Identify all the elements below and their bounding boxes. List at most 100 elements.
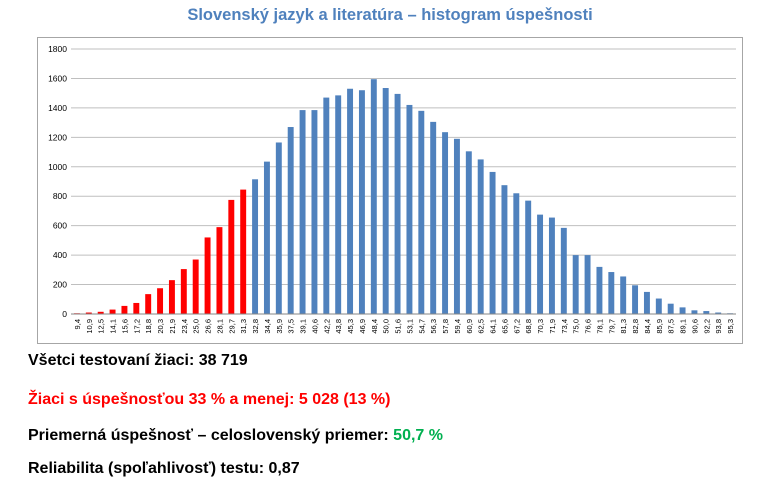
- x-tick-label: 15,6: [120, 319, 129, 334]
- x-tick-label: 51,6: [394, 319, 403, 334]
- histogram-chart: 0 200 400 600 800 1000 1200 1400 1600 1800 9,4 10,9…: [37, 37, 743, 344]
- y-tick-label: 1400: [48, 103, 67, 113]
- x-tick-label: 31,3: [239, 319, 248, 334]
- x-tick-label: 37,5: [287, 319, 296, 334]
- y-tick-label: 1200: [48, 132, 67, 142]
- histogram-bar: [643, 291, 650, 314]
- x-tick-label: 26,6: [204, 319, 213, 334]
- histogram-bar: [406, 104, 413, 314]
- histogram-bar: [228, 199, 235, 314]
- x-tick-label: 46,9: [358, 319, 367, 334]
- histogram-bar: [667, 303, 674, 314]
- histogram-bar: [370, 79, 377, 314]
- x-tick-label: 29,7: [227, 319, 236, 334]
- x-tick-label: 76,6: [584, 319, 593, 334]
- histogram-bar: [168, 280, 175, 314]
- x-tick-label: 54,7: [417, 319, 426, 334]
- x-tick-label: 12,5: [97, 319, 106, 334]
- histogram-bar: [133, 302, 140, 314]
- histogram-bar: [596, 266, 603, 314]
- histogram-bar: [263, 161, 270, 314]
- histogram-bar: [192, 259, 199, 314]
- x-tick-label: 82,8: [631, 319, 640, 334]
- y-tick-label: 800: [53, 191, 67, 201]
- x-tick-label: 48,4: [370, 319, 379, 334]
- x-tick-label: 95,3: [726, 319, 735, 334]
- x-tick-label: 45,3: [346, 319, 355, 334]
- x-tick-label: 28,1: [215, 319, 224, 334]
- histogram-bar: [632, 285, 639, 314]
- x-tick-label: 21,9: [168, 319, 177, 334]
- x-tick-label: 92,2: [702, 319, 711, 334]
- y-tick-label: 1800: [48, 44, 67, 54]
- average-label: Priemerná úspešnosť – celoslovenský prie…: [28, 427, 394, 444]
- histogram-bar: [382, 88, 389, 314]
- histogram-bar: [311, 110, 318, 314]
- histogram-bar: [323, 97, 330, 314]
- histogram-bar: [109, 309, 116, 314]
- x-tick-label: 40,6: [310, 319, 319, 334]
- x-tick-label: 42,2: [322, 319, 331, 334]
- histogram-bar: [85, 312, 92, 314]
- histogram-bar: [501, 185, 508, 314]
- x-tick-label: 9,4: [73, 319, 82, 329]
- x-tick-label: 59,4: [453, 319, 462, 334]
- x-tick-label: 23,4: [180, 319, 189, 334]
- y-tick-label: 0: [62, 309, 67, 319]
- x-tick-label: 62,5: [477, 319, 486, 334]
- histogram-bar: [679, 307, 686, 314]
- histogram-bar: [204, 237, 211, 314]
- y-tick-label: 1600: [48, 73, 67, 83]
- x-tick-label: 34,4: [263, 319, 272, 334]
- x-tick-label: 90,6: [690, 319, 699, 334]
- histogram-bar: [430, 121, 437, 314]
- x-tick-label: 43,8: [334, 319, 343, 334]
- x-tick-label: 68,8: [524, 319, 533, 334]
- y-tick-label: 400: [53, 250, 67, 260]
- histogram-bar: [335, 95, 342, 314]
- x-tick-label: 17,2: [132, 319, 141, 334]
- histogram-bar: [715, 312, 722, 314]
- histogram-bar: [477, 159, 484, 314]
- histogram-bar: [513, 193, 520, 314]
- histogram-bar: [453, 138, 460, 314]
- histogram-bar: [465, 151, 472, 314]
- histogram-bar: [216, 227, 223, 314]
- histogram-bar: [584, 255, 591, 314]
- x-tick-label: 67,2: [512, 319, 521, 334]
- x-tick-label: 60,9: [465, 319, 474, 334]
- histogram-bar: [548, 217, 555, 314]
- x-tick-label: 35,9: [275, 319, 284, 334]
- histogram-svg: 0 200 400 600 800 1000 1200 1400 1600 1800 9,4 10,9…: [48, 44, 736, 334]
- x-tick-label: 18,8: [144, 319, 153, 334]
- x-tick-label: 50,0: [382, 319, 391, 334]
- histogram-bar: [442, 132, 449, 314]
- histogram-bar: [489, 171, 496, 314]
- reliability: Reliabilita (spoľahlivosť) testu: 0,87: [28, 460, 300, 477]
- histogram-bar: [620, 276, 627, 314]
- histogram-bar: [560, 227, 567, 314]
- x-tick-label: 78,1: [595, 319, 604, 334]
- average-success: Priemerná úspešnosť – celoslovenský prie…: [28, 427, 443, 445]
- histogram-bar: [691, 310, 698, 314]
- histogram-bar: [97, 311, 104, 314]
- x-tick-label: 20,3: [156, 319, 165, 334]
- histogram-bar: [275, 142, 282, 314]
- y-tick-label: 200: [53, 280, 67, 290]
- y-tick-label: 1000: [48, 162, 67, 172]
- histogram-bar: [287, 127, 294, 315]
- histogram-bar: [347, 88, 354, 314]
- histogram-bar: [525, 200, 532, 314]
- x-tick-label: 57,8: [441, 319, 450, 334]
- x-tick-label: 56,3: [429, 319, 438, 334]
- chart-title: Slovenský jazyk a literatúra – histogram…: [187, 6, 593, 24]
- histogram-bar: [572, 255, 579, 314]
- histogram-bar: [240, 189, 247, 314]
- x-tick-label: 71,9: [548, 319, 557, 334]
- average-value: 50,7 %: [393, 427, 443, 444]
- below-threshold-students: Žiaci s úspešnosťou 33 % a menej: 5 028 …: [28, 391, 391, 408]
- total-students: Všetci testovaní žiaci: 38 719: [28, 352, 248, 369]
- histogram-bar: [157, 288, 164, 314]
- histogram-bar: [299, 110, 306, 314]
- x-tick-label: 14,1: [109, 319, 118, 334]
